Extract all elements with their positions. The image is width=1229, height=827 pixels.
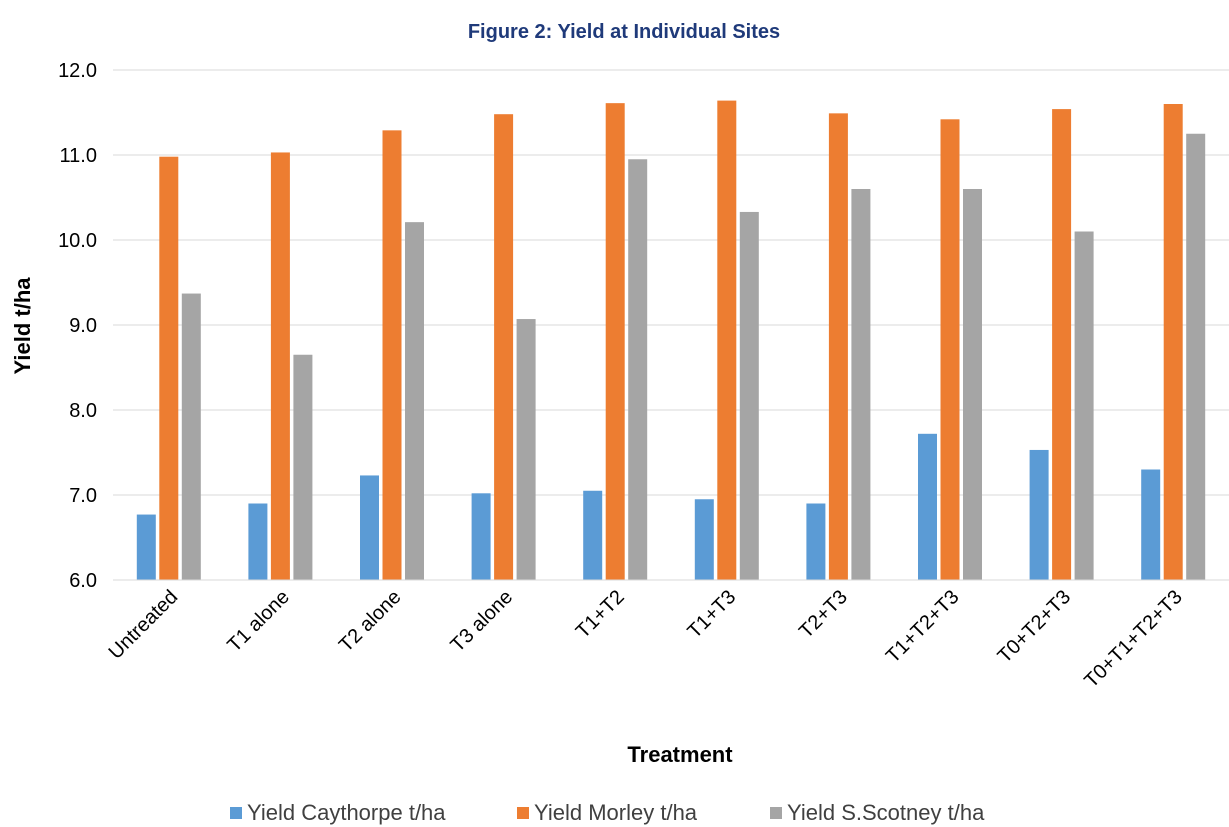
bar-1-6 [694,499,714,580]
x-tick-label: T1 alone [223,586,294,657]
x-tick-label: T3 alone [447,586,518,657]
bar-2-1 [159,156,179,580]
y-tick-label: 7.0 [69,485,97,507]
bar-1-3 [360,475,379,580]
x-tick-label: T0+T2+T3 [994,586,1076,668]
x-tick-label: T2 alone [335,586,406,657]
x-axis-ticks: Untreated T1 alone T2 alone T3 alone T1+T2 T1… [105,586,1187,692]
legend-swatch [770,807,782,819]
x-tick-label: T1+T3 [684,586,741,643]
y-tick-label: 8.0 [69,400,97,422]
bar-2-9 [1052,109,1072,580]
x-tick-label: T1+T2+T3 [882,586,964,668]
legend: Yield Caythorpe t/ha Yield Morley t/ha Yie… [230,800,985,825]
bar-3-1 [181,293,201,580]
x-tick-label: T0+T1+T2+T3 [1080,586,1186,692]
chart-title: Figure 2: Yield at Individual Sites [468,21,780,43]
bar-1-1 [136,514,156,580]
bar-1-2 [248,503,268,580]
legend-swatch [517,807,529,819]
y-tick-label: 10.0 [58,230,97,252]
bar-3-4 [516,319,536,580]
x-tick-label: Untreated [105,586,183,664]
legend-label: Yield S.Scotney t/ha [787,800,985,825]
bar-3-10 [1186,133,1206,580]
bar-2-7 [828,113,848,580]
y-axis-ticks: 6.0 7.0 8.0 9.0 10.0 11.0 12.0 [58,60,97,592]
y-tick-label: 11.0 [60,145,97,167]
bar-3-3 [405,222,424,580]
bars [136,100,1206,581]
bar-1-7 [806,503,826,580]
bar-1-9 [1029,449,1049,580]
x-axis-title: Treatment [627,742,733,767]
bar-3-8 [963,189,982,580]
bar-3-2 [293,354,313,580]
bar-3-7 [851,189,871,580]
bar-3-5 [628,159,648,580]
bar-2-4 [494,114,514,580]
legend-swatch [230,807,242,819]
legend-item: Yield S.Scotney t/ha [770,800,985,825]
legend-label: Yield Caythorpe t/ha [247,800,446,825]
legend-item: Yield Caythorpe t/ha [230,800,446,825]
legend-item: Yield Morley t/ha [517,800,698,825]
bar-1-8 [918,433,937,580]
bar-2-6 [717,100,737,580]
bar-3-6 [739,211,759,580]
bar-2-10 [1163,104,1183,580]
x-tick-label: T2+T3 [795,586,852,643]
y-tick-label: 6.0 [69,570,97,592]
bar-3-9 [1074,231,1094,580]
bar-2-5 [605,103,625,581]
y-tick-label: 9.0 [69,315,97,337]
x-tick-label: T1+T2 [572,586,629,643]
bar-1-10 [1141,469,1161,580]
bar-2-2 [270,152,290,580]
y-tick-label: 12.0 [58,60,97,82]
bar-1-5 [583,490,603,580]
legend-label: Yield Morley t/ha [534,800,698,825]
bar-2-8 [940,119,960,581]
bar-2-3 [382,130,402,580]
y-axis-title: Yield t/ha [10,277,35,375]
bar-1-4 [471,493,491,580]
